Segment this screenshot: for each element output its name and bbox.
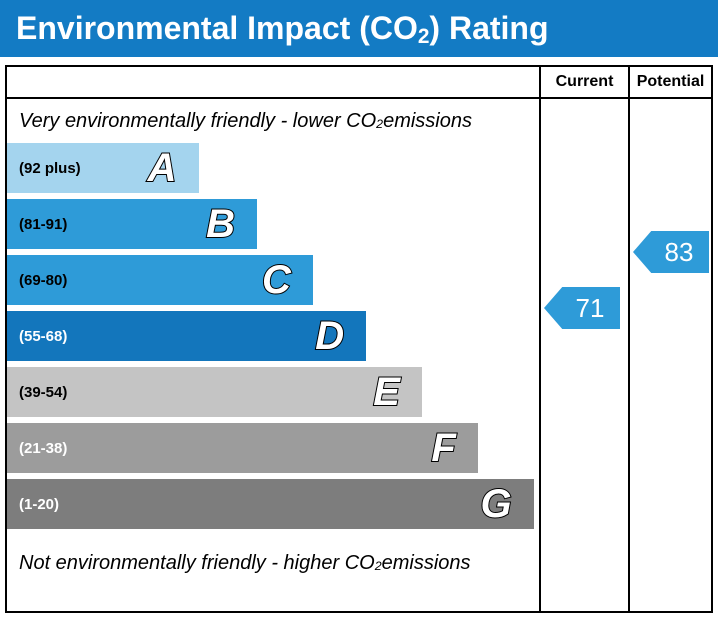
- potential-rating-arrow: 83: [633, 231, 709, 273]
- band-range-label: (21-38): [19, 439, 68, 457]
- rating-bands-area: Very environmentally friendly - lower CO…: [7, 99, 539, 611]
- band-range-label: (81-91): [19, 215, 68, 233]
- caption-top-suffix: emissions: [383, 109, 472, 132]
- current-rating-value: 71: [575, 292, 605, 323]
- rating-chart-frame: Current Potential Very environmentally f…: [5, 65, 713, 613]
- page-title: Environmental Impact (CO2) Rating: [16, 10, 549, 49]
- page-title-subscript: 2: [417, 25, 430, 49]
- caption-bottom-subscript: 2: [374, 558, 382, 573]
- band-letter: G: [480, 482, 513, 526]
- caption-bottom-suffix: emissions: [381, 551, 471, 574]
- page-title-text: Environmental Impact (CO: [16, 10, 418, 46]
- band-letter: A: [147, 146, 178, 190]
- caption-top-subscript: 2: [376, 116, 384, 131]
- caption-top: Very environmentally friendly - lower CO…: [7, 99, 539, 143]
- caption-bottom: Not environmentally friendly - higher CO…: [7, 541, 539, 585]
- band-row-c: (69-80) C: [7, 255, 313, 305]
- page-title-suffix: ) Rating: [429, 10, 549, 46]
- band-range-label: (1-20): [19, 495, 60, 513]
- band-row-g: (1-20) G: [7, 479, 534, 529]
- band-row-a: (92 plus) A: [7, 143, 199, 193]
- chart-title-bar: Environmental Impact (CO2) Rating: [0, 0, 718, 57]
- current-column-header: Current: [539, 67, 628, 99]
- band-range-label: (55-68): [19, 327, 68, 345]
- potential-column-header: Potential: [628, 67, 711, 99]
- band-row-e: (39-54) E: [7, 367, 422, 417]
- band-letter: C: [261, 258, 292, 302]
- potential-rating-value: 83: [664, 236, 694, 267]
- caption-top-text: Very environmentally friendly - lower CO: [19, 109, 377, 132]
- band-range-label: (69-80): [19, 271, 68, 289]
- header-corner-cell: [7, 67, 539, 99]
- band-letter: D: [314, 314, 345, 358]
- band-letter: B: [205, 202, 236, 246]
- band-letter: F: [430, 426, 456, 470]
- current-value-column: 71: [539, 99, 628, 611]
- band-range-label: (92 plus): [19, 159, 81, 177]
- potential-value-column: 83: [628, 99, 711, 611]
- caption-bottom-text: Not environmentally friendly - higher CO: [19, 551, 375, 574]
- band-row-d: (55-68) D: [7, 311, 367, 361]
- current-rating-arrow: 71: [544, 287, 620, 329]
- band-row-b: (81-91) B: [7, 199, 258, 249]
- band-range-label: (39-54): [19, 383, 68, 401]
- band-row-f: (21-38) F: [7, 423, 478, 473]
- band-letter: E: [372, 370, 401, 414]
